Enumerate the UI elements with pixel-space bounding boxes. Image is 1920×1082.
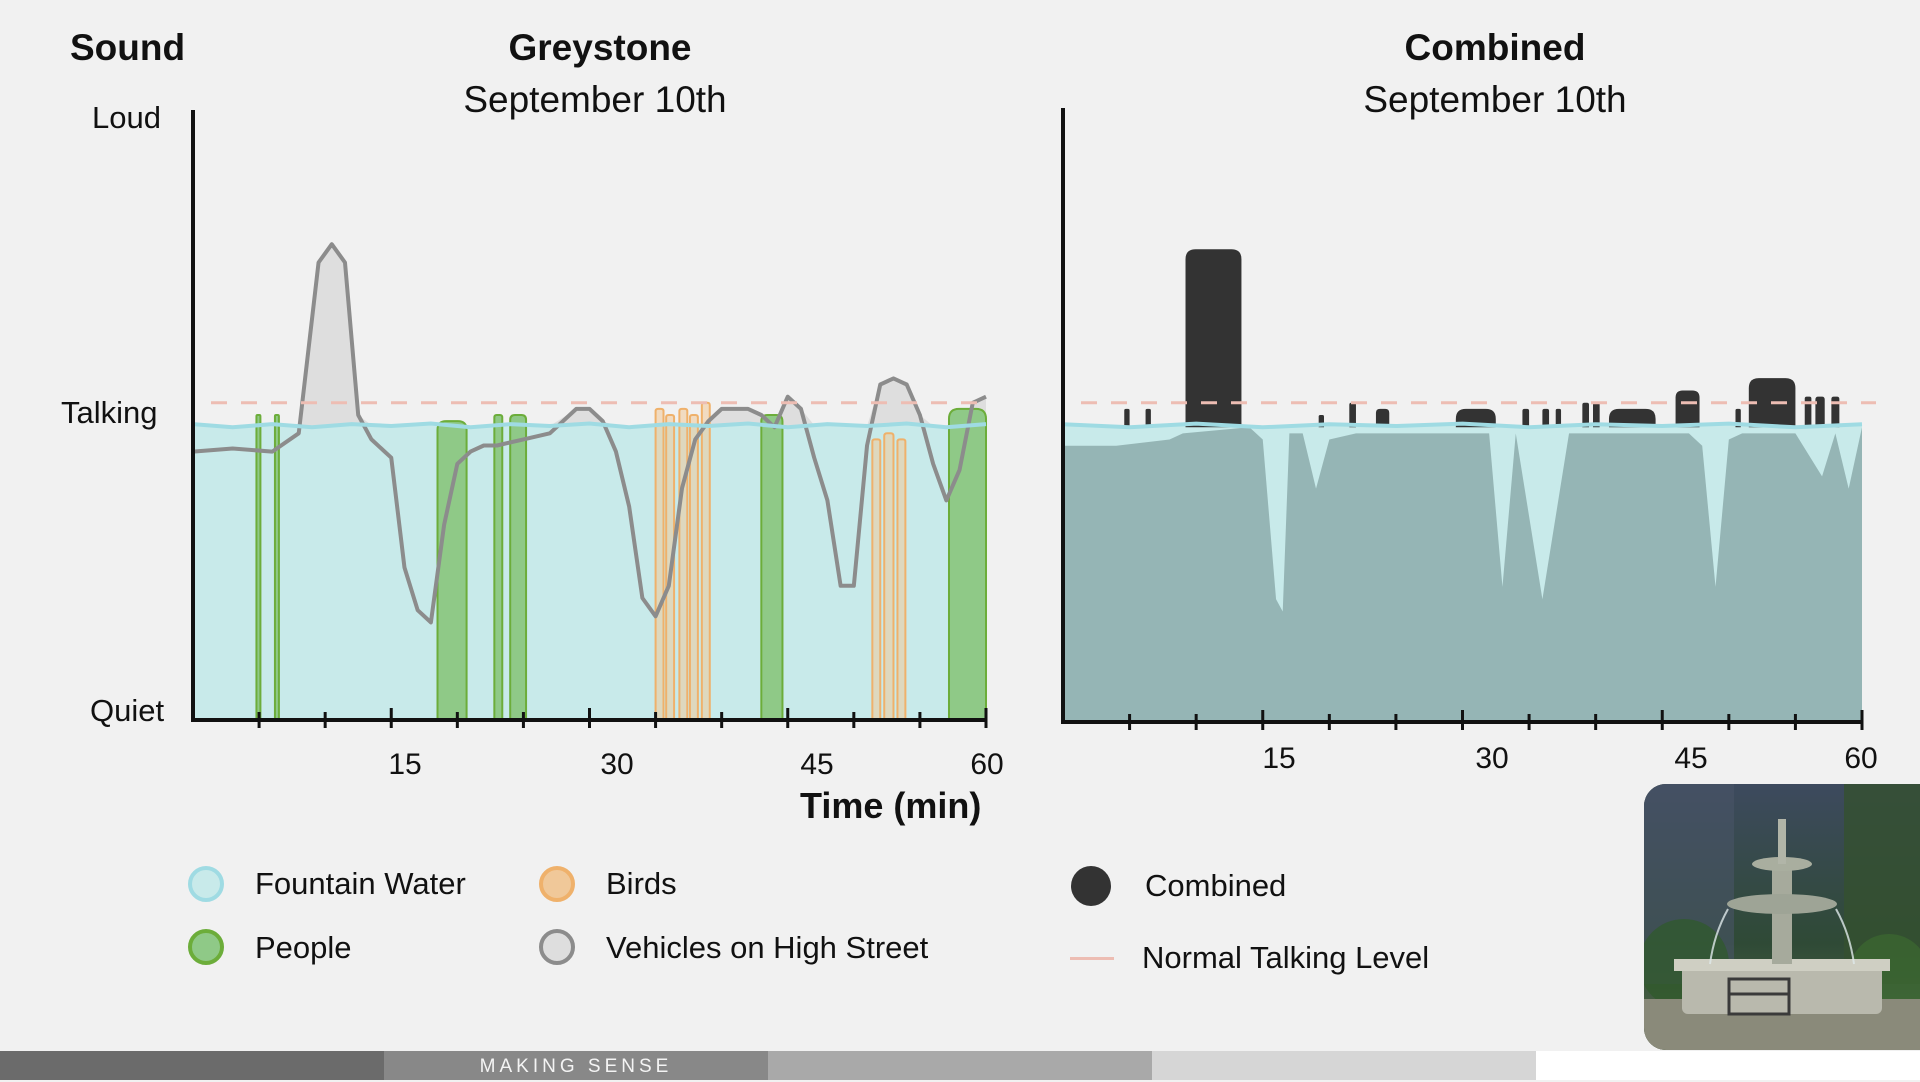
people-burst [493,414,504,721]
footer-segment [1152,1051,1536,1080]
sound-charts [191,108,1876,730]
people-burst [760,414,784,721]
left-x-tick-60: 60 [970,748,1004,781]
combined-burst [1582,402,1590,428]
combined-burst [1145,408,1151,428]
legend-talking-swatch [1070,957,1114,960]
y-tick-talking: Talking [61,395,158,430]
footer-segment [0,1051,384,1080]
vehicles-area [193,244,986,428]
footer-brand: MAKING SENSE [479,1056,673,1077]
legend-fountain-swatch [188,866,224,902]
footer-bar [0,1051,1920,1080]
birds-burst [883,432,895,721]
people-burst [255,414,262,721]
right-x-tick-30: 30 [1475,742,1509,775]
left-x-tick-15: 15 [388,748,422,781]
footer-segment [1536,1051,1920,1080]
people-burst [947,407,987,721]
x-axis-title: Time (min) [800,785,982,826]
y-tick-quiet: Quiet [90,693,165,728]
birds-burst [871,438,882,721]
combined-burst [1608,408,1656,428]
birds-burst [896,438,907,721]
left-chart-title: Greystone [508,27,692,68]
combined-burst [1815,396,1825,428]
vehicles-line [192,242,987,625]
birds-burst [678,407,689,721]
fountain-water-line [1062,421,1863,430]
right-chart-subtitle: September 10th [1363,79,1627,120]
right-x-tick-45: 45 [1674,742,1708,775]
legend-people-label: People [255,930,352,965]
fountain-water-area [193,423,986,720]
combined-background-area [1063,427,1862,722]
combined-burst [1124,408,1130,428]
right-x-tick-15: 15 [1262,742,1296,775]
left-x-tick-45: 45 [800,748,834,781]
fountain-photo [1644,784,1920,1050]
legend-vehicles-swatch [539,929,575,965]
combined-burst [1675,390,1700,428]
legend-people-swatch [188,929,224,965]
combined-burst [1542,408,1550,428]
legend-birds-label: Birds [606,866,677,901]
left-chart-subtitle: September 10th [463,79,727,120]
combined-burst [1831,396,1840,428]
footer-segment [384,1051,768,1080]
combined-burst [1593,402,1600,428]
left-x-tick-30: 30 [600,748,634,781]
combined-burst [1349,402,1356,428]
birds-burst [654,407,665,721]
y-axis-title: Sound [70,27,186,68]
right-x-tick-60: 60 [1844,742,1878,775]
legend-talking-label: Normal Talking Level [1142,940,1430,975]
legend-vehicles-label: Vehicles on High Street [606,930,929,965]
combined-burst [1522,408,1530,428]
people-burst [273,414,280,721]
legend-birds-swatch [539,866,575,902]
legend-combined-swatch [1071,866,1111,906]
people-burst [436,420,468,721]
legend-fountain-label: Fountain Water [255,866,466,901]
combined-burst [1804,396,1812,428]
fountain-water-line [192,421,987,430]
birds-burst [688,414,699,721]
right-chart-title: Combined [1404,27,1586,68]
footer-segment [768,1051,1152,1080]
people-burst [509,414,528,721]
combined-burst [1375,408,1390,428]
legend-combined-label: Combined [1145,868,1287,903]
combined-burst [1185,249,1242,428]
combined-burst [1555,408,1562,428]
birds-burst [700,401,711,721]
y-tick-loud: Loud [92,100,161,135]
